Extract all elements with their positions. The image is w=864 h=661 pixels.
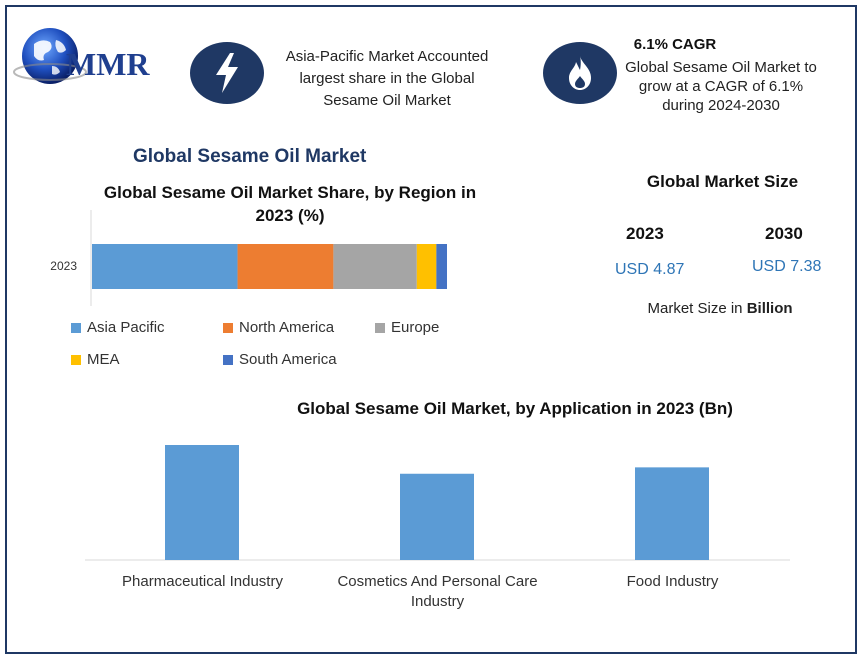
application-chart-title: Global Sesame Oil Market, by Application… — [297, 399, 733, 418]
region-chart-title: Global Sesame Oil Market Share, by Regio… — [103, 183, 477, 225]
logo-text: MMR — [66, 46, 150, 82]
legend-swatch — [223, 322, 233, 333]
info-line-2: largest share in the Global — [299, 70, 475, 87]
unit-bold: Billion — [746, 300, 793, 317]
x-label-food: Food Industry — [626, 573, 719, 590]
year-2023: 2023 — [626, 224, 664, 243]
legend-item-europe: Europe — [375, 319, 439, 336]
cagr-line-3: during 2024-2030 — [662, 97, 780, 114]
market-size-title: Global Market Size — [646, 172, 799, 191]
lightning-icon — [190, 42, 264, 104]
legend-label: South America — [239, 351, 337, 368]
value-2023: USD 4.87 — [615, 261, 685, 278]
legend-item-mea: MEA — [71, 351, 120, 368]
legend-label: MEA — [87, 351, 120, 368]
legend-label: Asia Pacific — [87, 319, 165, 336]
legend-swatch — [223, 354, 233, 365]
market-size-unit: Market Size in Billion — [620, 300, 820, 317]
legend-item-south-america: South America — [223, 351, 337, 368]
cagr-line-2: grow at a CAGR of 6.1% — [638, 78, 804, 95]
cagr-info: Global Sesame Oil Market to grow at a CA… — [611, 58, 831, 115]
legend-swatch — [71, 322, 81, 333]
cagr-line-1: Global Sesame Oil Market to — [625, 59, 817, 76]
legend-swatch — [71, 354, 81, 365]
flame-icon — [543, 42, 617, 104]
info-line-1: Asia-Pacific Market Accounted — [285, 48, 489, 65]
x-label-pharmaceutical: Pharmaceutical Industry — [122, 573, 283, 590]
legend-swatch — [375, 322, 385, 333]
infographic-border — [5, 5, 857, 654]
unit-prefix: Market Size in — [647, 300, 747, 317]
info-line-3: Sesame Oil Market — [323, 92, 451, 109]
legend-label: Europe — [391, 319, 440, 336]
legend-item-asia-pacific: Asia Pacific — [71, 319, 165, 336]
main-title: Global Sesame Oil Market — [133, 146, 367, 167]
year-2030: 2030 — [765, 224, 803, 243]
legend-item-north-america: North America — [223, 319, 334, 336]
value-2030: USD 7.38 — [752, 258, 822, 275]
cagr-title: 6.1% CAGR — [633, 36, 717, 53]
legend-label: North America — [239, 319, 335, 336]
asia-pacific-info: Asia-Pacific Market Accounted largest sh… — [262, 46, 512, 112]
x-label-cosmetics: Cosmetics And Personal Care Industry — [337, 573, 538, 610]
globe-icon — [13, 28, 87, 84]
